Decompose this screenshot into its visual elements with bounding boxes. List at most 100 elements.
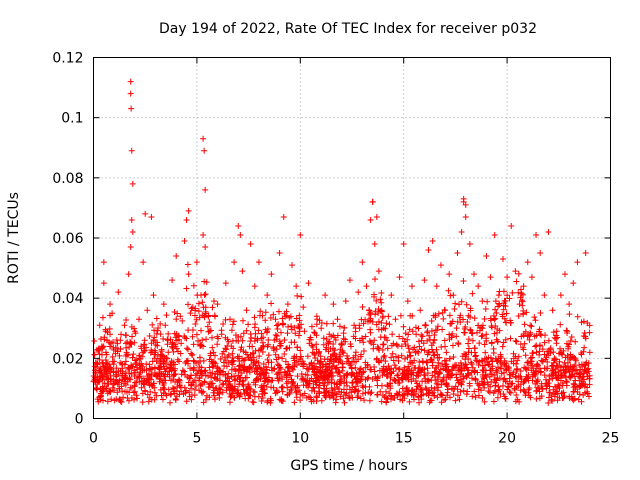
- data-point: [339, 367, 346, 374]
- data-point: [462, 323, 469, 330]
- data-point: [293, 362, 300, 369]
- data-point: [499, 382, 506, 389]
- data-point: [129, 363, 136, 370]
- data-point: [547, 389, 554, 396]
- data-point: [480, 381, 487, 388]
- data-point: [413, 331, 420, 338]
- data-point: [396, 365, 403, 372]
- data-point: [151, 389, 158, 396]
- data-point: [415, 393, 422, 400]
- data-point: [337, 358, 344, 365]
- data-point: [137, 369, 144, 376]
- data-point: [141, 337, 148, 344]
- data-point: [427, 336, 434, 343]
- data-point: [521, 321, 528, 328]
- data-point: [442, 396, 449, 403]
- data-point: [439, 326, 446, 333]
- data-point: [323, 336, 330, 343]
- data-point: [380, 369, 387, 376]
- data-point: [508, 222, 515, 229]
- data-point: [206, 394, 213, 401]
- data-point: [265, 374, 272, 381]
- data-point: [580, 373, 587, 380]
- data-point: [164, 337, 171, 344]
- data-point: [181, 238, 188, 245]
- data-point: [461, 329, 468, 336]
- data-point: [571, 354, 578, 361]
- data-point: [536, 351, 543, 358]
- data-point: [104, 375, 111, 382]
- data-point: [484, 298, 491, 305]
- data-point: [457, 319, 464, 326]
- data-point: [134, 395, 141, 402]
- data-point: [222, 316, 229, 323]
- data-point: [371, 291, 378, 298]
- data-point: [192, 372, 199, 379]
- data-point: [410, 396, 417, 403]
- data-point: [263, 370, 270, 377]
- data-point: [94, 361, 101, 368]
- data-point: [226, 316, 233, 323]
- data-point: [214, 371, 221, 378]
- data-point: [165, 386, 172, 393]
- data-point: [450, 390, 457, 397]
- data-point: [529, 354, 536, 361]
- data-point: [488, 371, 495, 378]
- data-point: [450, 342, 457, 349]
- data-point: [454, 250, 461, 257]
- data-point: [498, 370, 505, 377]
- data-point: [113, 373, 120, 380]
- data-point: [162, 390, 169, 397]
- data-point: [361, 397, 368, 404]
- data-point: [128, 147, 135, 154]
- data-point: [479, 332, 486, 339]
- data-point: [190, 367, 197, 374]
- data-point: [183, 345, 190, 352]
- data-point: [377, 388, 384, 395]
- data-point: [171, 330, 178, 337]
- data-point: [100, 280, 107, 287]
- data-point: [534, 384, 541, 391]
- data-point: [121, 388, 128, 395]
- data-point: [463, 374, 470, 381]
- data-point: [223, 384, 230, 391]
- data-point: [399, 392, 406, 399]
- data-point: [362, 389, 369, 396]
- data-point: [311, 329, 318, 336]
- data-point: [520, 346, 527, 353]
- data-point: [416, 399, 423, 406]
- data-point: [253, 358, 260, 365]
- data-point: [313, 398, 320, 405]
- data-point: [196, 341, 203, 348]
- data-point: [112, 350, 119, 357]
- data-point: [231, 259, 238, 266]
- data-point: [351, 322, 358, 329]
- data-point: [348, 364, 355, 371]
- data-point: [285, 378, 292, 385]
- data-point: [419, 333, 426, 340]
- data-point: [126, 344, 133, 351]
- data-point: [200, 135, 207, 142]
- data-point: [146, 361, 153, 368]
- data-point: [157, 360, 164, 367]
- data-point: [151, 396, 158, 403]
- data-point: [582, 250, 589, 257]
- data-point: [167, 391, 174, 398]
- data-point: [499, 256, 506, 263]
- data-point: [211, 312, 218, 319]
- data-point: [331, 347, 338, 354]
- data-point: [322, 292, 329, 299]
- data-point: [513, 366, 520, 373]
- data-point: [517, 373, 524, 380]
- data-point: [162, 322, 169, 329]
- data-point: [500, 302, 507, 309]
- data-point: [238, 344, 245, 351]
- data-point: [336, 323, 343, 330]
- data-point: [243, 374, 250, 381]
- data-point: [268, 377, 275, 384]
- data-point: [396, 389, 403, 396]
- data-point: [131, 367, 138, 374]
- data-point: [118, 331, 125, 338]
- data-point: [337, 376, 344, 383]
- data-point: [548, 392, 555, 399]
